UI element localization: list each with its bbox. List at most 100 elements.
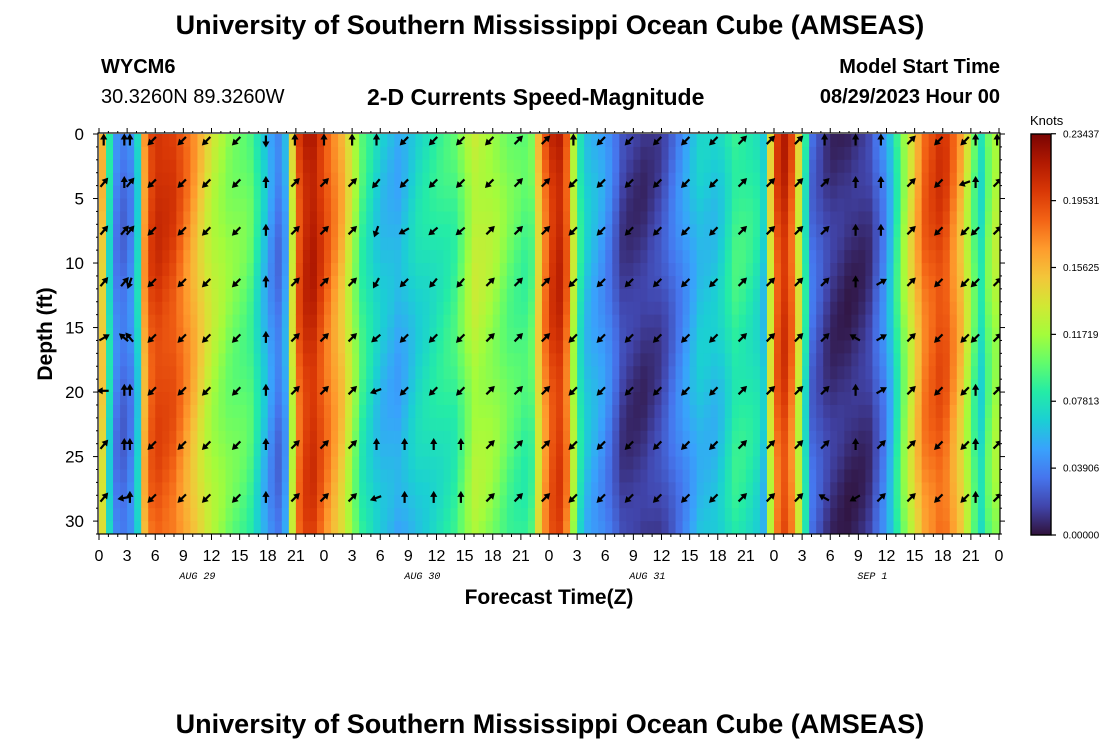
heat-cell [415, 224, 424, 238]
heat-cell [541, 456, 550, 471]
heat-cell [485, 469, 494, 483]
heat-cell [584, 314, 592, 329]
heat-cell [886, 379, 895, 393]
heat-cell [549, 314, 557, 329]
heat-cell [788, 443, 796, 458]
arrow-head [231, 228, 239, 236]
heat-cell [654, 172, 663, 187]
arrow-head [852, 438, 860, 444]
heat-cell [345, 456, 353, 471]
heat-cell [563, 456, 571, 471]
arrow-head [262, 490, 270, 497]
current-arrow [485, 385, 495, 396]
heat-cell [478, 430, 487, 445]
heat-cell [197, 379, 206, 393]
heat-cell [225, 404, 234, 419]
heat-cell [788, 263, 796, 277]
heat-cell [324, 250, 332, 264]
heat-cell [640, 198, 649, 213]
heat-cell [696, 327, 705, 342]
heat-cell [232, 288, 241, 303]
heat-cell [907, 263, 916, 277]
heat-cell [949, 456, 958, 471]
heat-cell [745, 134, 754, 148]
heat-cell [309, 185, 318, 200]
heat-cell [788, 379, 796, 393]
heat-cell [218, 301, 227, 316]
heat-cell [921, 314, 930, 329]
heat-cell [520, 224, 529, 238]
heat-cell [556, 301, 564, 316]
heat-cell [752, 417, 761, 432]
heat-cell [281, 211, 290, 225]
heat-cell [612, 250, 620, 264]
heat-cell [148, 456, 156, 471]
heat-cell [549, 172, 557, 187]
heat-cell [984, 237, 993, 251]
arrow-head [879, 334, 887, 341]
heat-cell [935, 353, 944, 367]
heat-cell [162, 314, 170, 329]
heat-cell [366, 521, 374, 534]
heat-cell [640, 314, 649, 329]
heat-cell [302, 417, 311, 432]
heat-cell [338, 250, 346, 264]
heat-cell [443, 443, 452, 458]
heat-cell [865, 159, 874, 174]
heat-cell [766, 456, 775, 471]
heat-cell [281, 482, 290, 496]
heat-cell [612, 237, 620, 251]
heat-cell [401, 508, 409, 522]
heat-cell [380, 327, 388, 342]
arrow-head [516, 385, 524, 393]
heat-cell [309, 198, 318, 213]
heat-cell [380, 288, 388, 303]
heat-cell [260, 443, 269, 458]
heat-cell [577, 327, 585, 342]
heat-cell [745, 275, 754, 290]
heat-cell [851, 366, 859, 380]
heat-cell [218, 198, 227, 213]
heat-cell [556, 521, 564, 534]
heat-cell [774, 211, 782, 225]
heat-cell [506, 263, 515, 277]
heat-cell [731, 482, 740, 496]
heat-cell [520, 237, 529, 251]
heat-cell [682, 159, 691, 174]
heat-cell [239, 443, 248, 458]
heat-cell [556, 327, 564, 342]
heat-cell [647, 263, 656, 277]
heat-cell [942, 327, 951, 342]
heat-cell [190, 314, 199, 329]
heat-cell [928, 495, 937, 509]
heat-cell [675, 288, 684, 303]
heat-cell [928, 172, 937, 187]
arrow-head [516, 332, 524, 340]
heat-cell [211, 211, 220, 225]
heat-cell [675, 379, 684, 393]
heat-cell [865, 404, 874, 419]
heat-cell [295, 288, 304, 303]
heat-cell [113, 275, 121, 290]
arrow-head [399, 138, 407, 146]
heat-cell [127, 392, 135, 406]
heat-cell [549, 430, 557, 445]
heat-cell [485, 392, 494, 406]
heat-cell [148, 379, 156, 393]
heat-cell [302, 211, 311, 225]
heat-cell [963, 224, 972, 238]
heat-cell [239, 185, 248, 200]
heat-cell [148, 327, 156, 342]
heat-cell [324, 134, 332, 148]
heat-cell [752, 263, 761, 277]
heat-cell [457, 314, 466, 329]
heat-cell [619, 275, 627, 290]
heat-cell [626, 172, 634, 187]
heat-cell [900, 314, 909, 329]
heat-cell [598, 250, 606, 264]
heat-cell [267, 314, 276, 329]
heat-cell [675, 469, 684, 483]
current-arrow [201, 226, 212, 236]
heat-cell [900, 134, 909, 148]
heat-cell [387, 237, 395, 251]
